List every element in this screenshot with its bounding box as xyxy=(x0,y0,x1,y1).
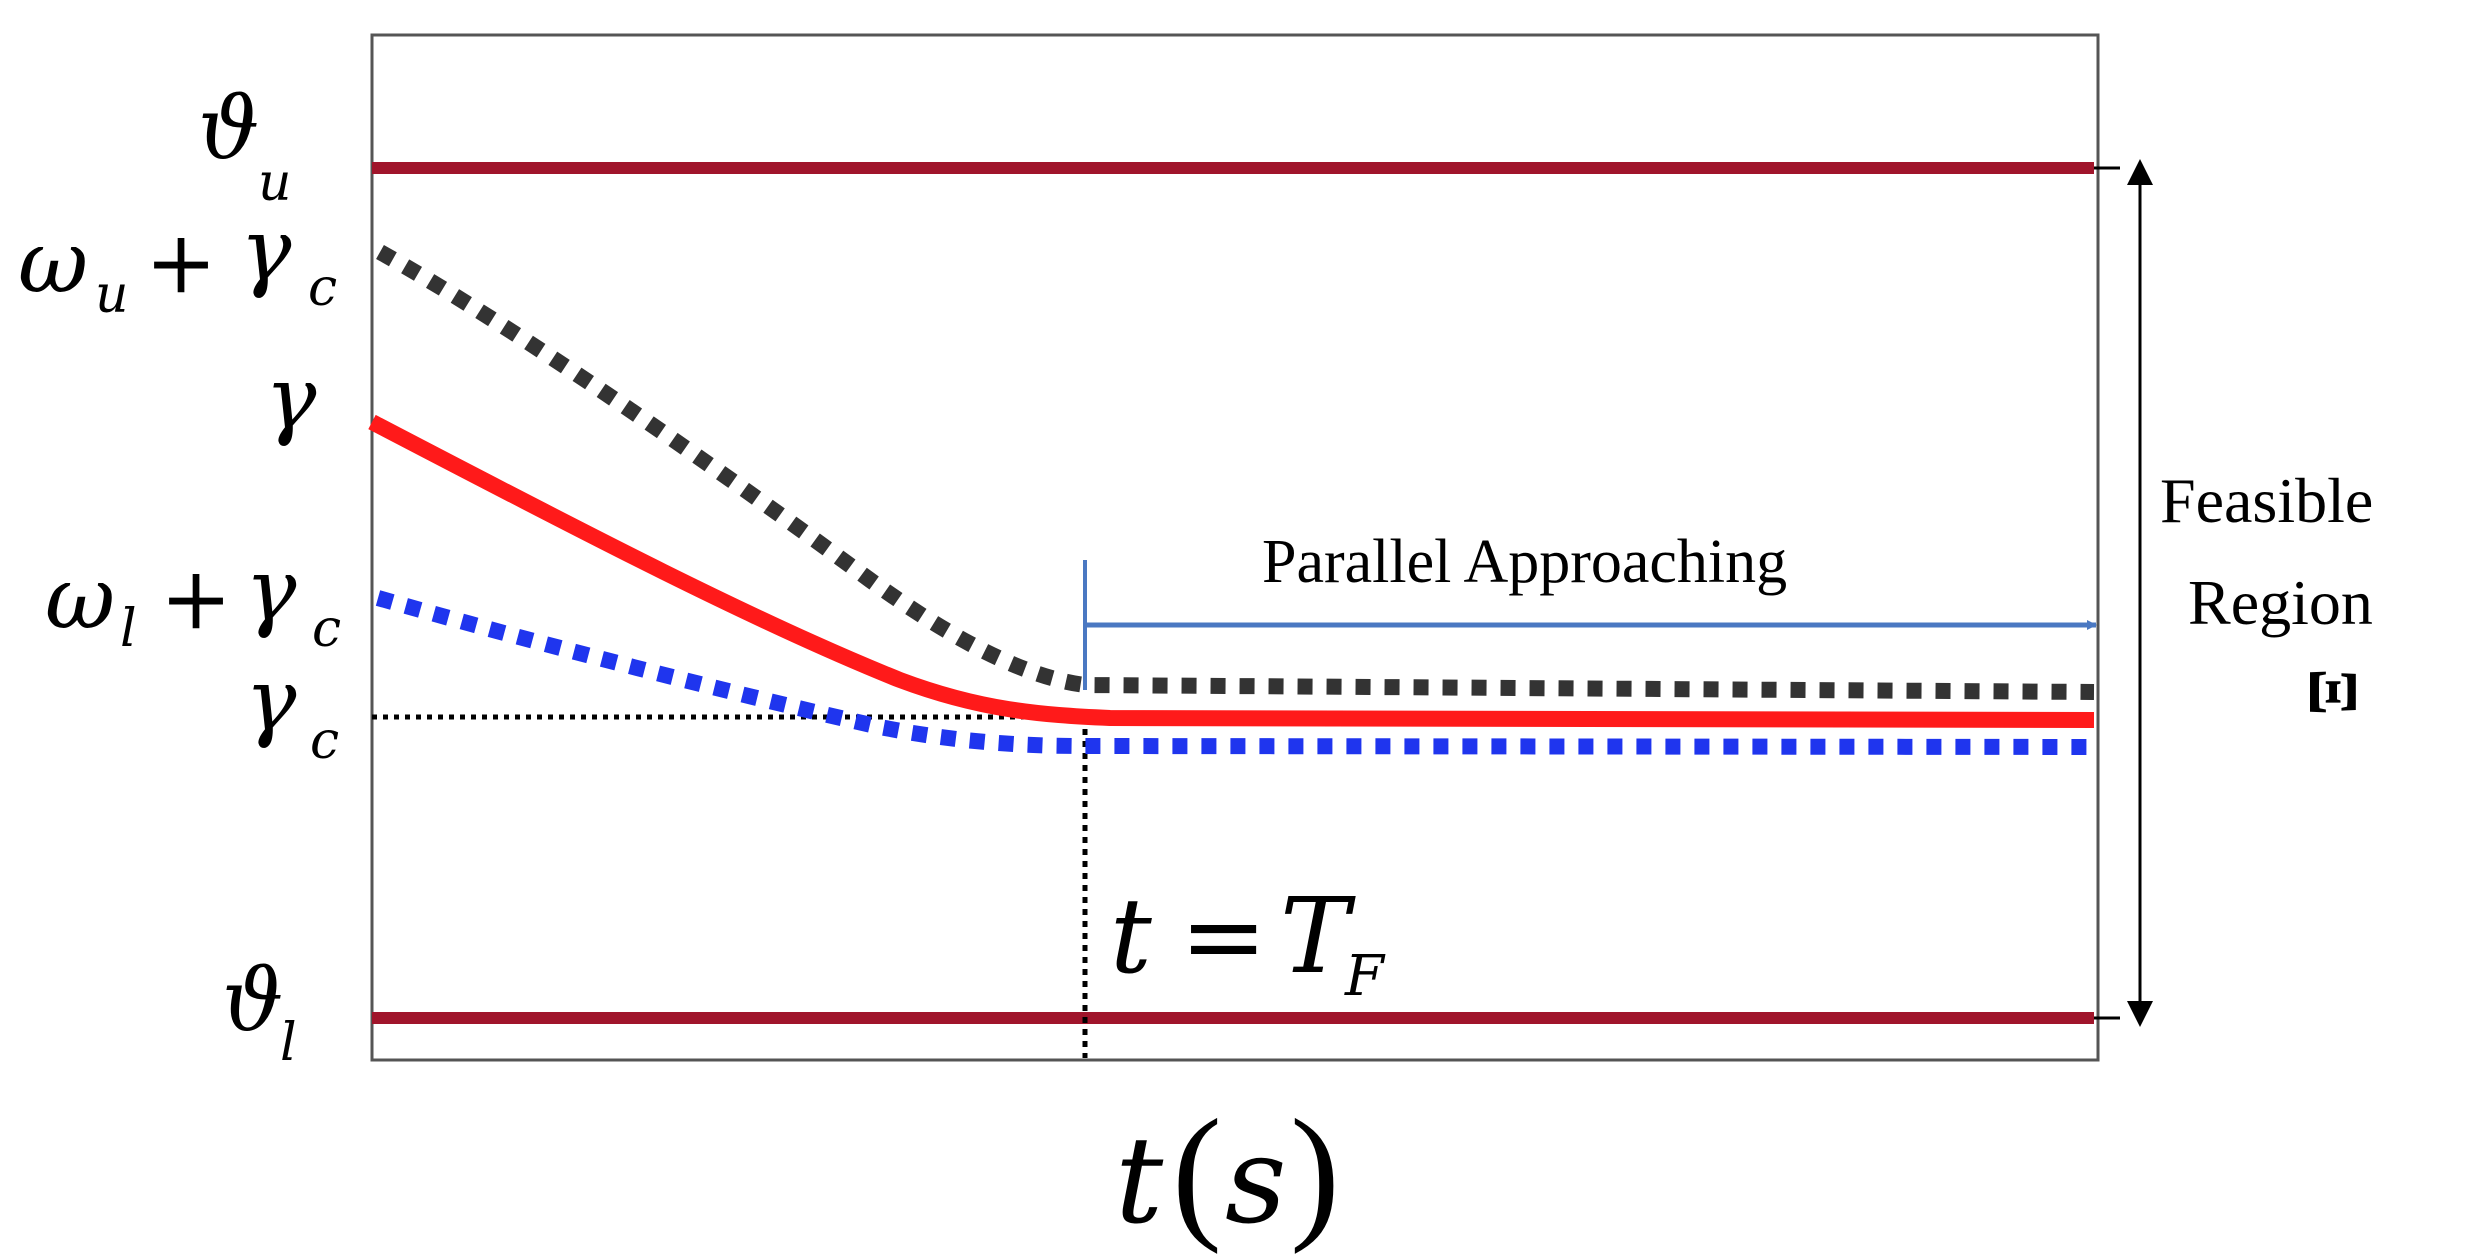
x-axis-label-t: t xyxy=(1115,1112,1164,1251)
feasible-region-label-line2: Region xyxy=(2188,567,2373,638)
upper-dotted-curve xyxy=(376,245,2095,700)
lower-dotted-curve xyxy=(375,590,2095,755)
label-theta-u: ϑ xyxy=(198,79,259,179)
label-omega-u-sub: u xyxy=(95,265,129,325)
tf-label-T-sub: F xyxy=(1344,944,1386,1009)
label-omega-l: ω xyxy=(45,549,115,649)
label-omega-l-gamma: γ xyxy=(245,541,297,641)
label-omega-u-plus: + xyxy=(145,213,217,313)
label-gamma-c: γ xyxy=(245,651,297,751)
gamma-curve xyxy=(368,414,2095,728)
x-axis-label-lparen: ( xyxy=(1172,1089,1222,1255)
parallel-approaching-label: Parallel Approaching xyxy=(1262,528,1787,596)
label-gamma-c-sub: c xyxy=(310,711,339,771)
label-theta-l: ϑ xyxy=(222,951,283,1051)
x-axis-label-s: s xyxy=(1225,1112,1287,1251)
label-omega-l-gamma-sub: c xyxy=(312,599,341,659)
label-omega-l-sub: l xyxy=(120,599,137,659)
plot-frame xyxy=(370,33,2100,1062)
label-theta-u-sub: u xyxy=(258,153,292,213)
tf-label-T: T xyxy=(1280,875,1356,997)
tf-label-t: t xyxy=(1110,875,1152,997)
label-omega-u-gamma-sub: c xyxy=(308,258,337,318)
label-omega-u-gamma: γ xyxy=(240,201,292,301)
tf-label-eq: = xyxy=(1180,875,1267,997)
label-omega-l-plus: + xyxy=(160,549,232,649)
feasible-region-symbol: Ξ xyxy=(2294,668,2371,715)
feasible-region-label-line1: Feasible xyxy=(2160,465,2373,536)
label-omega-u: ω xyxy=(18,213,88,313)
label-theta-l-sub: l xyxy=(280,1013,297,1073)
label-gamma: γ xyxy=(265,349,317,449)
x-axis-label-rparen: ) xyxy=(1290,1089,1340,1255)
